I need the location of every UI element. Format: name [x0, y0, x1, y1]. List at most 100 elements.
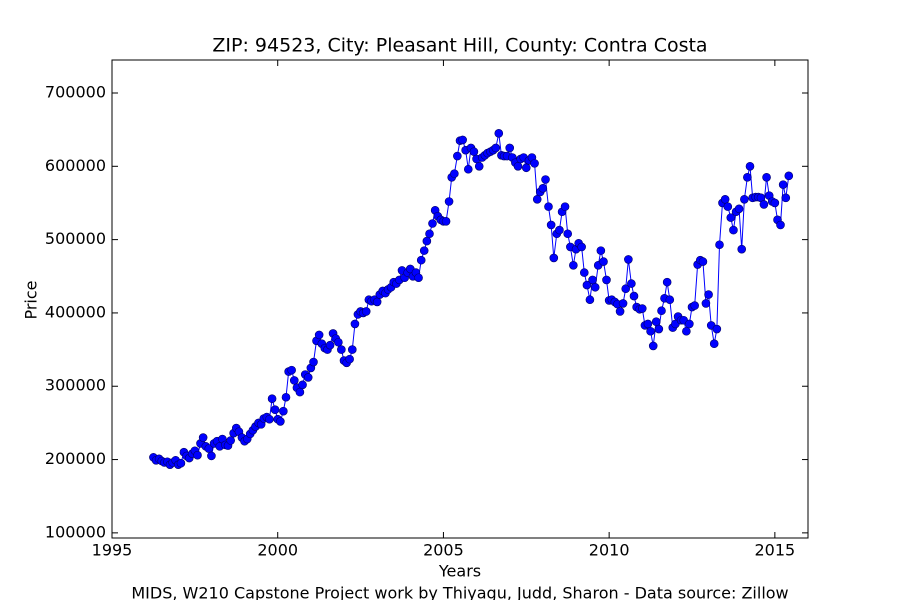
price-marker [701, 299, 711, 308]
price-marker [577, 242, 586, 252]
price-marker [759, 200, 769, 209]
price-marker [416, 255, 426, 265]
price-marker [654, 324, 664, 334]
price-marker [337, 345, 346, 354]
price-marker [463, 164, 473, 174]
price-marker [651, 317, 661, 327]
price-marker [276, 417, 285, 426]
price-marker [629, 291, 639, 301]
price-marker [621, 284, 631, 294]
price-marker [505, 143, 515, 153]
price-marker [709, 339, 719, 349]
x-tick-label: 2015 [754, 541, 795, 560]
price-marker [624, 255, 633, 264]
y-tick-label: 700000 [45, 82, 106, 101]
price-marker [281, 392, 291, 402]
price-marker [544, 202, 553, 211]
price-marker [265, 414, 274, 424]
price-marker [762, 173, 771, 182]
price-marker [303, 373, 313, 382]
price-marker [334, 337, 343, 347]
footer: MIDS, W210 Capstone Project work by Thiy… [131, 584, 788, 600]
price-marker [784, 171, 794, 181]
price-marker [781, 193, 791, 203]
price-marker [226, 436, 235, 445]
y-axis-label: Price [22, 280, 41, 319]
price-marker [345, 354, 354, 364]
price-marker [596, 246, 606, 255]
price-marker [347, 345, 357, 354]
price-marker [588, 275, 597, 285]
price-marker [698, 257, 708, 266]
price-marker [469, 147, 479, 156]
price-marker [422, 236, 432, 246]
price-marker [458, 135, 467, 145]
price-marker [662, 277, 672, 287]
price-marker [441, 216, 451, 226]
price-marker [532, 194, 542, 204]
price-marker [428, 219, 437, 228]
x-tick-label: 2000 [257, 541, 298, 560]
plot-frame [111, 59, 809, 539]
price-marker [715, 240, 724, 250]
price-marker [176, 458, 186, 468]
y-tick-label: 300000 [45, 376, 106, 395]
price-marker [745, 162, 755, 171]
y-tick-label: 200000 [45, 449, 106, 468]
price-marker [585, 295, 595, 305]
price-marker [270, 405, 280, 415]
price-marker [599, 257, 608, 266]
price-marker [723, 202, 733, 211]
price-marker [643, 319, 653, 329]
y-tick-label: 600000 [45, 156, 106, 175]
price-marker [279, 406, 288, 416]
price-marker [298, 380, 307, 390]
price-marker [602, 275, 611, 285]
price-marker [615, 307, 625, 316]
price-marker [657, 306, 666, 316]
price-marker [414, 273, 423, 283]
price-marker [350, 319, 360, 329]
price-marker [325, 340, 335, 350]
price-marker [737, 244, 747, 254]
price-marker [546, 220, 556, 230]
price-marker [569, 260, 578, 270]
price-marker [549, 253, 559, 263]
price-marker [720, 194, 730, 204]
price-marker [776, 220, 785, 230]
price-marker [267, 394, 277, 404]
x-tick-label: 2005 [423, 541, 464, 560]
price-marker [295, 387, 305, 397]
price-marker [309, 357, 318, 367]
y-tick-label: 100000 [45, 522, 106, 541]
price-marker [530, 159, 539, 168]
price-marker [314, 330, 324, 340]
price-marker [582, 280, 592, 290]
price-marker [734, 204, 744, 214]
price-marker [646, 326, 655, 336]
price-marker [450, 169, 459, 178]
price-marker [425, 229, 434, 239]
price-marker [453, 151, 462, 161]
price-marker [513, 162, 523, 171]
price-marker [287, 365, 296, 375]
price-marker [579, 268, 589, 277]
price-marker [538, 183, 548, 193]
price-marker [521, 163, 531, 173]
price-marker [637, 304, 647, 313]
price-marker [704, 290, 713, 299]
x-tick-label: 2010 [589, 541, 630, 560]
price-marker [444, 197, 454, 206]
price-marker [474, 162, 484, 171]
price-marker [618, 299, 628, 308]
price-marker [555, 225, 564, 235]
price-marker [563, 229, 573, 239]
price-marker [494, 129, 504, 138]
y-tick-label: 400000 [45, 302, 106, 321]
chart-title: ZIP: 94523, City: Pleasant Hill, County:… [212, 35, 707, 57]
price-marker [665, 295, 675, 305]
price-marker [361, 307, 371, 316]
